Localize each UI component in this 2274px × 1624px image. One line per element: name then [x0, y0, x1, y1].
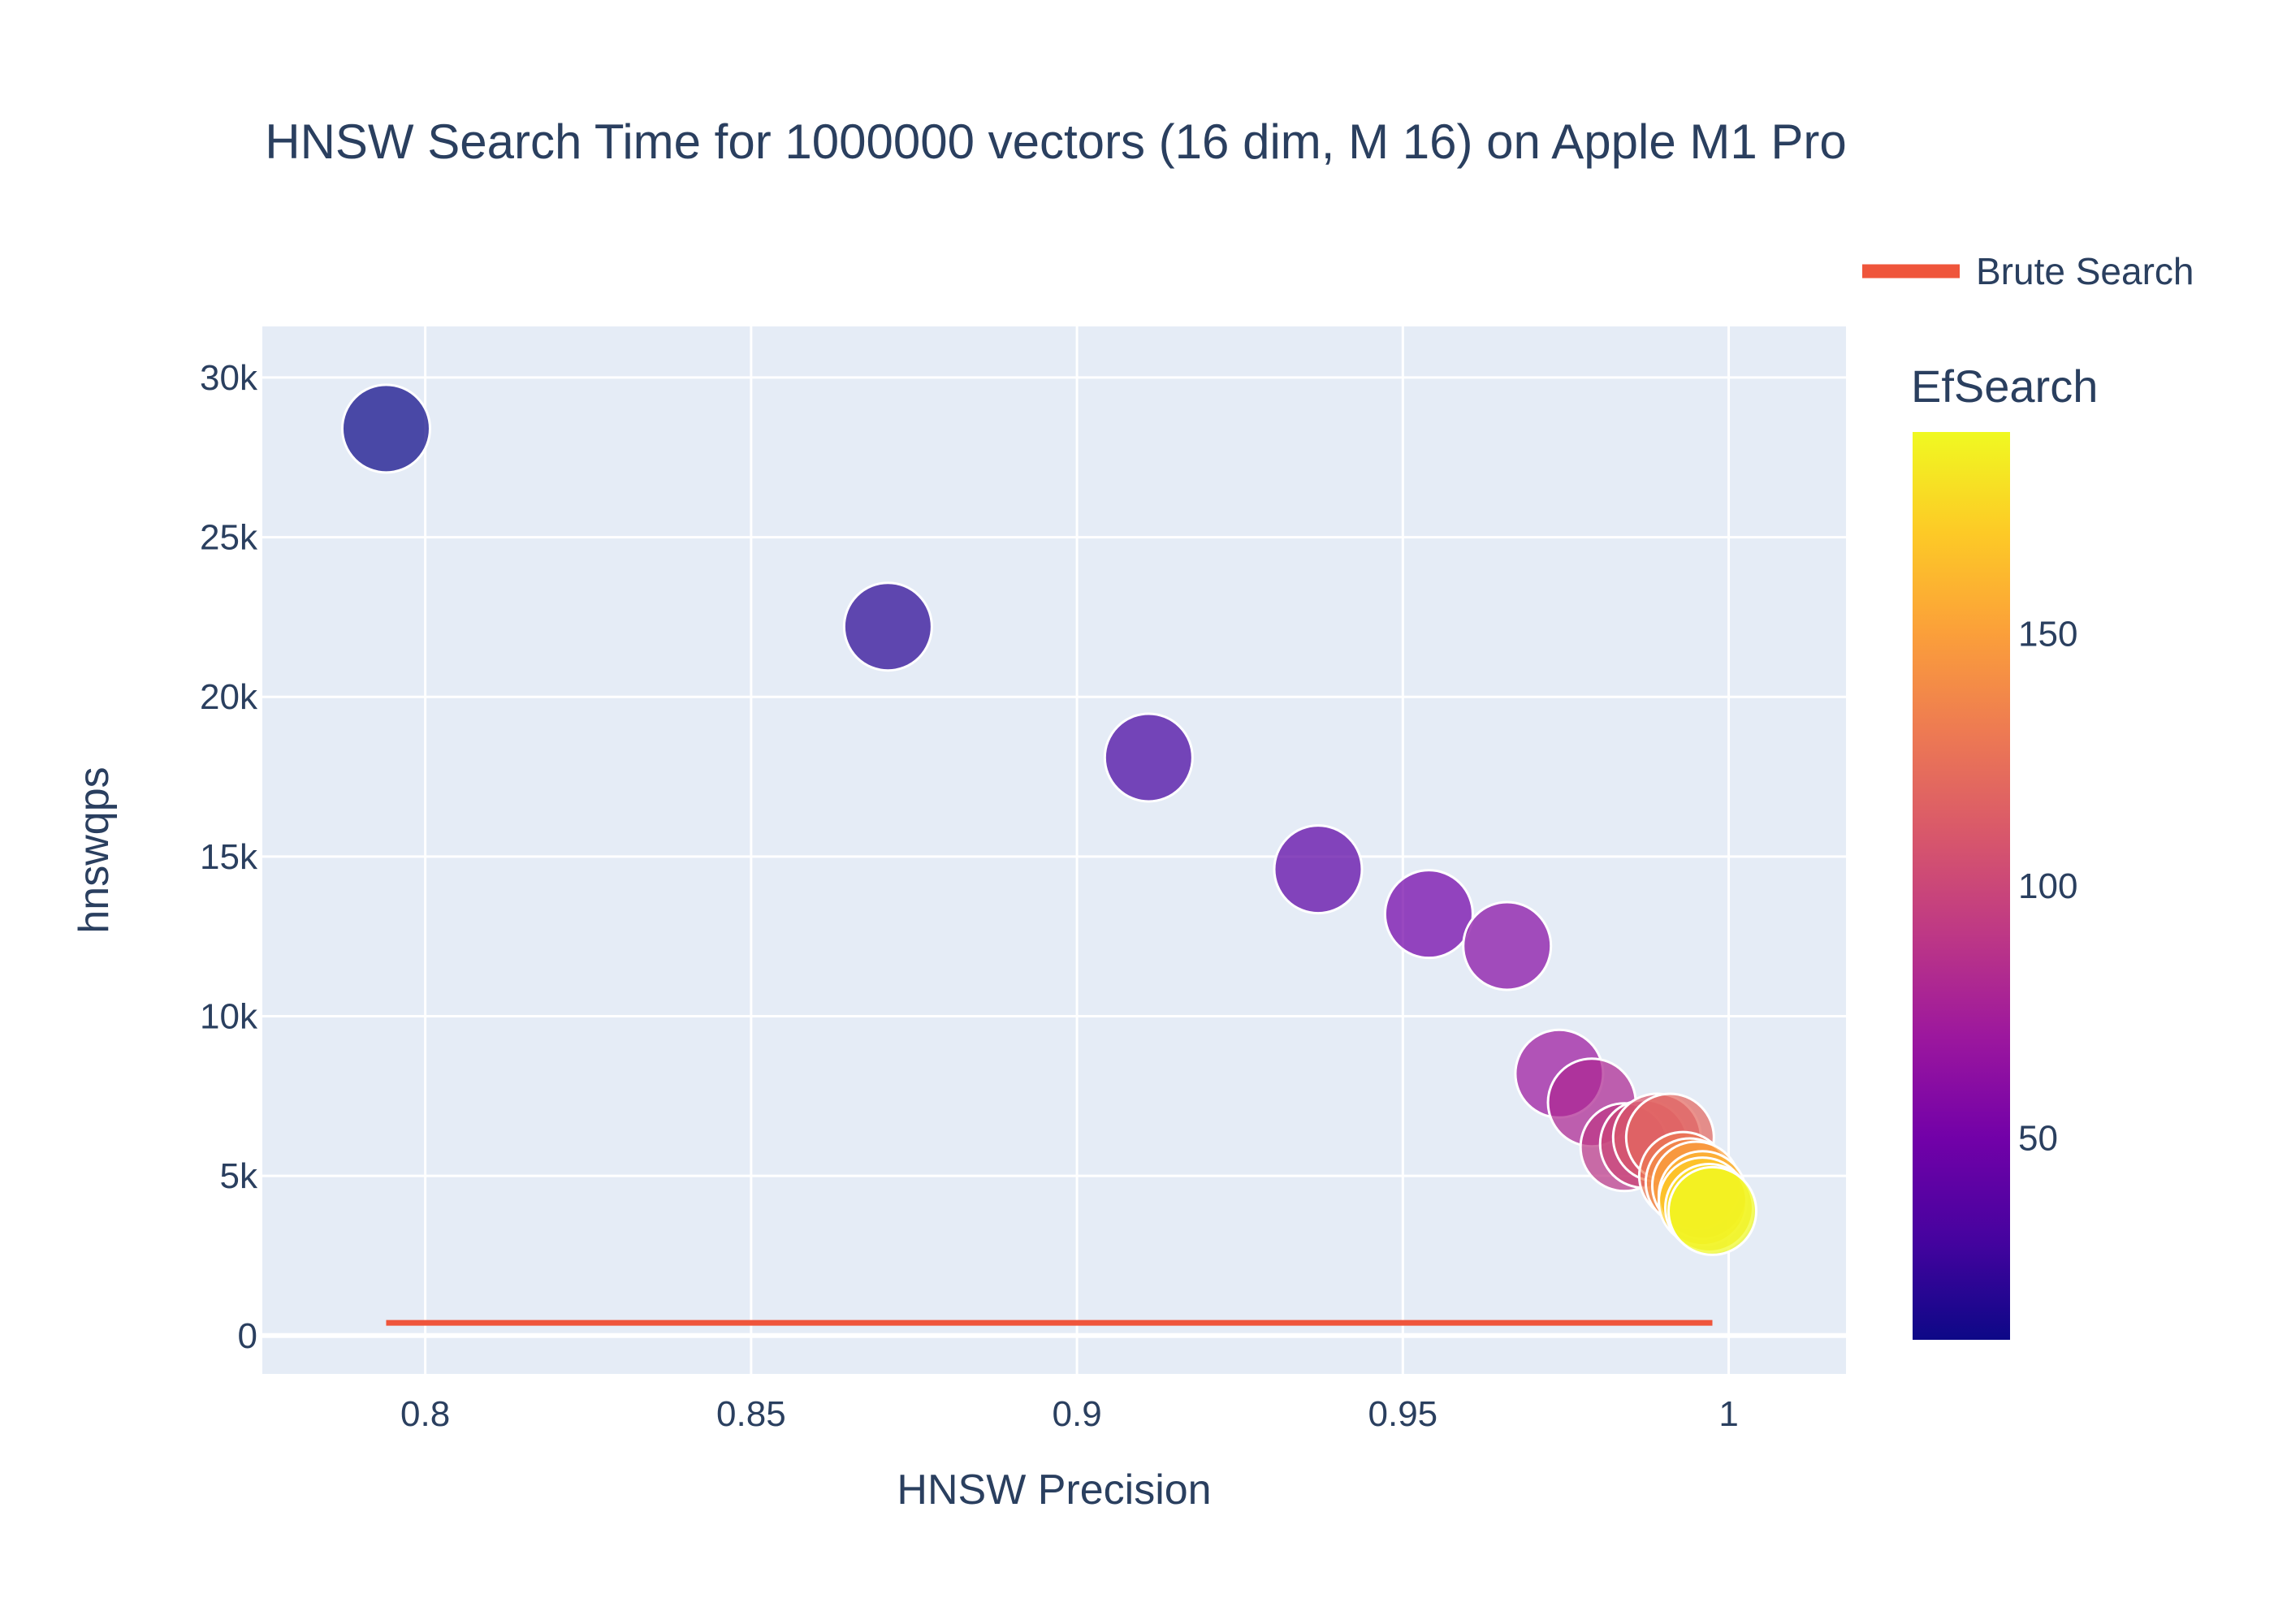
- y-tick-label: 0: [238, 1316, 257, 1356]
- plot-area[interactable]: [262, 326, 1846, 1374]
- colorbar-tick-label: 50: [2018, 1119, 2058, 1159]
- scatter-point[interactable]: [1462, 901, 1553, 991]
- colorbar[interactable]: EfSearch 50 100 150: [1911, 361, 2098, 1340]
- colorbar-ticks: 50 100 150: [2018, 614, 2077, 1158]
- colorbar-tick-label: 100: [2018, 866, 2077, 906]
- marker-layer: [340, 383, 1757, 1256]
- x-tick-label: 0.95: [1368, 1394, 1438, 1434]
- x-tick-label: 0.85: [716, 1394, 786, 1434]
- scatter-point[interactable]: [1667, 1165, 1757, 1256]
- y-tick-label: 25k: [200, 518, 258, 558]
- colorbar-gradient: [1913, 432, 2010, 1340]
- scatter-point[interactable]: [1383, 869, 1474, 960]
- x-axis-label: HNSW Precision: [897, 1466, 1211, 1514]
- gridlines: [262, 326, 1846, 1374]
- y-axis-label: hnswqps: [71, 767, 118, 933]
- y-tick-label: 5k: [220, 1156, 258, 1196]
- x-tick-label: 0.8: [400, 1394, 450, 1434]
- x-tick-label: 1: [1718, 1394, 1738, 1434]
- legend-label-brute-search: Brute Search: [1976, 250, 2194, 292]
- scatter-point[interactable]: [1103, 712, 1194, 803]
- axis-layer: 0.8 0.85 0.9 0.95 1 0 5k 10k 15k 20k 25k 30k: [200, 358, 1739, 1434]
- y-tick-label: 15k: [200, 837, 258, 877]
- colorbar-title: EfSearch: [1911, 361, 2098, 412]
- colorbar-tick-label: 150: [2018, 614, 2077, 654]
- y-tick-label: 20k: [200, 677, 258, 717]
- scatter-point[interactable]: [1273, 824, 1364, 915]
- x-tick-label: 0.9: [1053, 1394, 1102, 1434]
- y-tick-label: 30k: [200, 358, 258, 398]
- chart-title: HNSW Search Time for 1000000 vectors (16…: [265, 114, 1847, 169]
- legend[interactable]: Brute Search: [1862, 250, 2194, 292]
- scatter-point[interactable]: [842, 581, 933, 672]
- y-tick-label: 10k: [200, 997, 258, 1037]
- scatter-point[interactable]: [340, 383, 431, 474]
